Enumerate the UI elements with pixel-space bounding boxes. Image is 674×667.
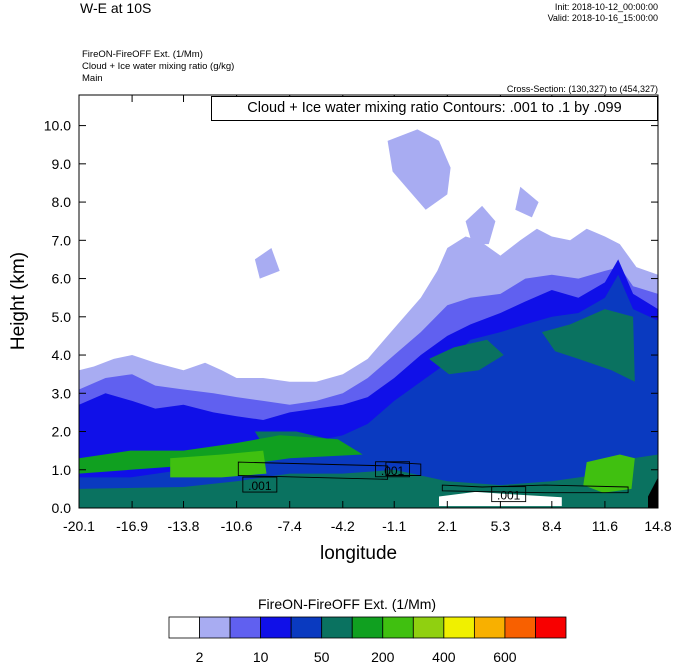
colorbar: 2 10 50 200 400 600 — [168, 616, 567, 665]
colorbar-box — [290, 616, 323, 639]
x-tick-label: -1.1 — [382, 518, 406, 534]
fill-clear-surface — [439, 491, 562, 507]
colorbar-tick-label: 400 — [432, 649, 456, 665]
fill-teal-patch-1 — [429, 339, 504, 375]
x-tick-label: 2.1 — [438, 518, 458, 534]
colorbar-box — [168, 616, 200, 639]
y-tick-label: 6.0 — [52, 271, 72, 287]
chart-title: W-E at 10S — [80, 0, 152, 16]
cross-section-label: Cross-Section: (130,327) to (454,327) — [506, 84, 658, 94]
colorbar-tick-label: 200 — [371, 649, 395, 665]
y-tick-label: 10.0 — [44, 118, 71, 134]
contour-label-box-3 — [491, 486, 527, 503]
tick-labels: -20.1 -16.9 -13.8 -10.6 -7.4 -4.2 -1.1 2.1 5.3 8.… — [44, 118, 672, 534]
x-tick-label: -10.6 — [221, 518, 253, 534]
colorbar-tick-label: 10 — [253, 649, 269, 665]
fill-green-band — [79, 435, 363, 474]
contour-label: .001 — [248, 479, 272, 493]
colorbar-box — [199, 616, 231, 639]
colorbar-box — [260, 616, 292, 639]
x-tick-label: 8.4 — [542, 518, 562, 534]
y-tick-label: 8.0 — [52, 194, 72, 210]
domain-label: Main — [82, 73, 103, 84]
y-tick-label: 0.0 — [52, 500, 72, 516]
colorbar-box — [443, 616, 475, 639]
contour-label: .001 — [497, 489, 521, 503]
colorbar-title: FireON-FireOFF Ext. (1/Mm) — [258, 596, 437, 612]
init-time: Init: 2018-10-12_00:00:00 — [554, 2, 658, 12]
fill-terrain — [648, 477, 658, 508]
colorbar-tick-label: 2 — [196, 649, 204, 665]
fill-cirrus-1 — [387, 129, 451, 210]
colorbar-tick-label: 600 — [493, 649, 517, 665]
fill-teal-patch-2 — [541, 309, 635, 382]
fill-lightgreen-right — [583, 454, 635, 493]
colorbar-box — [504, 616, 536, 639]
colorbar-box — [382, 616, 414, 639]
y-tick-label: 3.0 — [52, 385, 72, 401]
colorbar-box — [229, 616, 262, 639]
y-tick-label: 1.0 — [52, 462, 72, 478]
colorbar-tick-label: 50 — [314, 649, 330, 665]
x-tick-label: -16.9 — [116, 518, 148, 534]
contour-info-box: Cloud + Ice water mixing ratio Contours:… — [211, 96, 658, 121]
y-tick-label: 2.0 — [52, 424, 72, 440]
contour-label-box-2 — [375, 461, 411, 478]
fill-lightgreen-band — [170, 450, 267, 478]
y-tick-label: 4.0 — [52, 347, 72, 363]
plot-frame — [78, 94, 659, 509]
y-axis-label: Height (km) — [8, 251, 29, 351]
fill-cirrus-3 — [515, 186, 539, 218]
y-tick-label: 5.0 — [52, 309, 72, 325]
field-label-extinction: FireON-FireOFF Ext. (1/Mm) — [82, 49, 203, 60]
x-axis-label: longitude — [320, 543, 398, 564]
shaded-field — [79, 95, 658, 509]
y-tick-label: 9.0 — [52, 156, 72, 172]
fill-cirrus-2 — [465, 205, 496, 245]
contour-loop-1 — [237, 461, 389, 480]
y-tick-label: 7.0 — [52, 232, 72, 248]
x-tick-label: -20.1 — [63, 518, 95, 534]
colorbar-box — [412, 616, 445, 639]
colorbar-box — [321, 616, 353, 639]
contour-lines: .001 .001 .001 — [237, 461, 629, 503]
x-tick-label: 14.8 — [644, 518, 671, 534]
x-tick-label: -4.2 — [331, 518, 355, 534]
x-tick-label: -7.4 — [278, 518, 302, 534]
field-label-mixing-ratio: Cloud + Ice water mixing ratio (g/kg) — [82, 61, 235, 72]
x-tick-label: -13.8 — [168, 518, 200, 534]
contour-label: .001 — [381, 464, 405, 478]
colorbar-box — [535, 616, 567, 639]
fill-cirrus-4 — [254, 248, 280, 279]
contour-label-box-1 — [242, 476, 278, 493]
colorbar-box — [473, 616, 506, 639]
fill-level-4 — [79, 274, 658, 508]
x-tick-label: 5.3 — [491, 518, 511, 534]
colorbar-box — [351, 616, 384, 639]
x-tick-label: 11.6 — [592, 518, 618, 534]
valid-time: Valid: 2018-10-16_15:00:00 — [547, 13, 658, 23]
